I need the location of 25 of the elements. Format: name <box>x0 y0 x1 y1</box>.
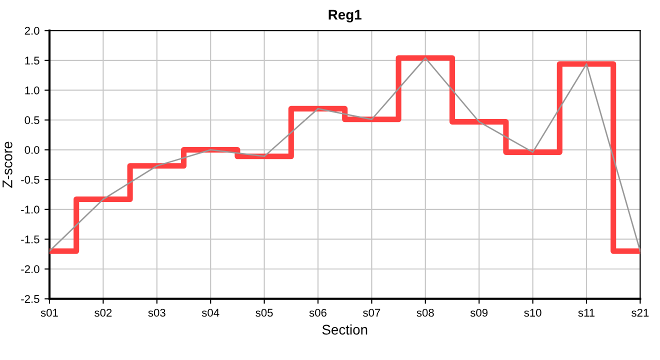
x-tick-label: s04 <box>202 308 220 317</box>
x-tick-label: s08 <box>416 308 434 317</box>
x-tick-label: s11 <box>578 308 595 317</box>
chart-title: Reg1 <box>328 10 362 22</box>
y-axis-title: Z-score <box>2 142 12 188</box>
y-tick-label: -0.5 <box>21 176 40 184</box>
x-tick-label: s03 <box>148 308 166 317</box>
y-tick-label: 0.0 <box>24 146 40 154</box>
x-tick-label: s06 <box>309 308 326 317</box>
y-tick-label: 1.0 <box>25 86 40 94</box>
y-tick-label: -2.5 <box>21 295 40 303</box>
x-tick-label: s02 <box>94 308 112 317</box>
y-tick-label: -1.5 <box>21 236 40 244</box>
x-tick-label: s21 <box>632 308 649 317</box>
y-tick-label: 0.5 <box>24 116 40 124</box>
x-tick-label: s09 <box>470 308 488 317</box>
y-tick-label: -2.0 <box>21 265 40 274</box>
x-tick-label: s10 <box>524 308 542 317</box>
x-tick-label: s05 <box>256 308 273 317</box>
x-tick-label: s07 <box>363 308 380 317</box>
y-tick-label: 1.5 <box>25 56 40 65</box>
y-tick-label: 2.0 <box>24 26 40 35</box>
y-tick-label: -1.0 <box>21 206 40 214</box>
x-tick-label: s01 <box>40 308 58 317</box>
x-axis-title: Section <box>322 324 368 335</box>
